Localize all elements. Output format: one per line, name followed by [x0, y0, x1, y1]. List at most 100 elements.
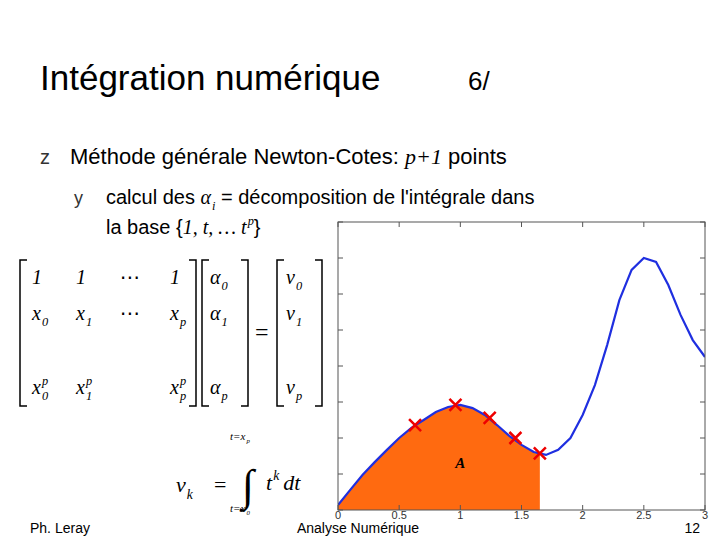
y-tick — [700, 258, 705, 259]
math: x — [169, 376, 179, 398]
math: 1 — [32, 266, 42, 288]
footer-author: Ph. Leray — [30, 520, 90, 536]
y-tick — [700, 330, 705, 331]
x-tick-label: 3 — [702, 509, 708, 521]
y-tick — [700, 222, 705, 223]
math: ν — [286, 376, 295, 398]
text: points — [442, 144, 507, 169]
bracket — [241, 260, 248, 406]
text: } — [254, 216, 261, 238]
y-tick — [338, 474, 343, 475]
x-tick — [643, 222, 644, 227]
y-tick — [700, 402, 705, 403]
bracket — [202, 260, 209, 406]
x-tick-label: 2 — [580, 509, 586, 521]
x-tick-label: 1.5 — [514, 509, 529, 521]
plot-background — [338, 222, 705, 510]
text: ⋯ — [120, 302, 140, 324]
equals: = — [255, 319, 269, 345]
footer-course: Analyse Numérique — [297, 520, 419, 536]
bracket — [20, 260, 27, 406]
subscript: p — [179, 389, 186, 403]
y-tick — [338, 438, 343, 439]
subscript: p — [245, 437, 250, 444]
node-marker — [534, 447, 546, 459]
bracket — [189, 260, 196, 406]
curve — [338, 258, 705, 505]
y-tick — [338, 366, 343, 367]
y-tick — [338, 294, 343, 295]
y-tick — [338, 510, 343, 511]
superscript: p — [247, 214, 254, 228]
y-tick — [338, 222, 343, 223]
page-number: 12 — [684, 520, 700, 536]
superscript: p — [179, 374, 186, 388]
math: 1 — [170, 266, 180, 288]
superscript: p — [85, 374, 92, 388]
area — [338, 405, 540, 510]
title: Intégration numérique — [40, 58, 381, 97]
slide-number-tag: 6/ — [468, 66, 490, 96]
math: t — [266, 470, 273, 495]
subscript: 1 — [86, 315, 92, 329]
subscript: 1 — [86, 389, 92, 403]
node-marker — [449, 399, 461, 411]
node-marker — [409, 419, 421, 431]
bullet-icon: y — [74, 188, 83, 208]
math: α — [201, 186, 212, 208]
slide: Intégration numérique 6/z Méthode générale… — [0, 0, 720, 540]
annotation: A — [454, 455, 465, 471]
subscript: p — [221, 389, 228, 403]
x-tick-label: 1 — [457, 509, 463, 521]
text: calcul des — [106, 186, 201, 208]
math: t=x — [230, 502, 245, 514]
x-tick — [338, 222, 339, 227]
subscript: p — [179, 315, 186, 329]
plot-area — [338, 258, 705, 510]
alpha-vector: α0α1αp — [210, 266, 229, 403]
node-marker — [509, 432, 521, 444]
math: x — [169, 302, 179, 324]
math: α — [210, 376, 221, 398]
subscript: 0 — [42, 389, 49, 403]
math: x — [75, 302, 85, 324]
y-tick — [338, 330, 343, 331]
subscript: 0 — [222, 279, 229, 293]
x-tick — [705, 222, 706, 227]
formula: νk=∫t=xpt=x0tkdt — [176, 430, 301, 516]
text: la base { — [106, 216, 183, 238]
subscript: 1 — [296, 315, 302, 329]
subscript: 0 — [246, 509, 250, 516]
superscript: k — [273, 468, 280, 483]
text: Méthode générale Newton-Cotes: — [70, 144, 405, 169]
math: ν — [286, 266, 295, 288]
subscript: p — [295, 389, 302, 403]
equals: = — [214, 472, 226, 497]
x-tick — [399, 222, 400, 227]
background — [0, 0, 720, 540]
math: x — [75, 376, 85, 398]
bullet-icon: z — [40, 146, 50, 168]
math: x — [31, 302, 41, 324]
x-tick-label: 2.5 — [636, 509, 651, 521]
math: x — [31, 376, 41, 398]
subscript: 0 — [296, 279, 303, 293]
math: α — [210, 266, 221, 288]
y-tick — [338, 258, 343, 259]
math: dt — [283, 470, 301, 495]
x-tick — [521, 222, 522, 227]
nu-vector: ν0ν1νp — [286, 266, 303, 403]
math: α — [210, 302, 221, 324]
y-tick — [700, 366, 705, 367]
math: p+1 — [403, 144, 442, 169]
subscript: 0 — [42, 315, 49, 329]
math: ν — [286, 302, 295, 324]
math: 1 — [76, 266, 86, 288]
x-tick — [582, 222, 583, 227]
plot-frame — [338, 222, 705, 510]
bracket — [277, 260, 284, 406]
y-tick — [700, 438, 705, 439]
y-tick — [700, 294, 705, 295]
math: ν — [176, 472, 186, 497]
y-tick — [700, 474, 705, 475]
